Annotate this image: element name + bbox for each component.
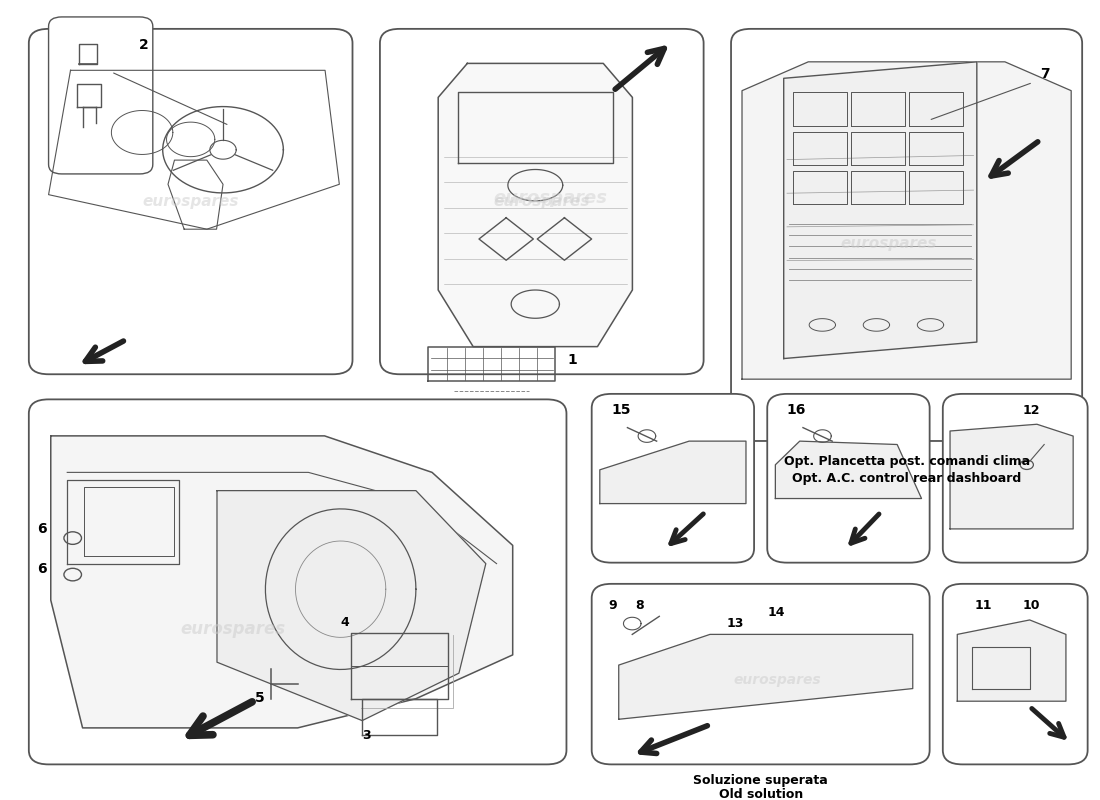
Text: eurospares: eurospares (840, 236, 937, 250)
FancyBboxPatch shape (767, 394, 930, 562)
Text: 5: 5 (254, 691, 264, 706)
Polygon shape (51, 436, 513, 728)
FancyBboxPatch shape (732, 29, 1082, 441)
Polygon shape (950, 424, 1074, 529)
Text: 7: 7 (1040, 67, 1049, 82)
Text: 8: 8 (636, 599, 645, 612)
FancyBboxPatch shape (29, 399, 566, 764)
Text: 12: 12 (1023, 404, 1040, 417)
Text: Old solution: Old solution (718, 788, 803, 800)
Text: 10: 10 (1023, 599, 1040, 612)
Polygon shape (957, 620, 1066, 702)
Text: eurospares: eurospares (494, 194, 590, 209)
Text: 13: 13 (727, 617, 745, 630)
Text: 9: 9 (608, 599, 617, 612)
Polygon shape (776, 441, 922, 498)
Text: eurospares: eurospares (180, 620, 286, 638)
Text: 3: 3 (362, 729, 371, 742)
Text: Opt. A.C. control rear dashboard: Opt. A.C. control rear dashboard (792, 472, 1021, 485)
Polygon shape (438, 63, 632, 346)
Polygon shape (783, 62, 977, 358)
Text: eurospares: eurospares (142, 194, 239, 209)
FancyBboxPatch shape (943, 394, 1088, 562)
FancyBboxPatch shape (29, 29, 352, 374)
Polygon shape (600, 441, 746, 503)
Polygon shape (742, 62, 1071, 379)
Text: eurospares: eurospares (493, 189, 607, 206)
Text: Opt. Plancetta post. comandi clima: Opt. Plancetta post. comandi clima (783, 454, 1030, 467)
FancyBboxPatch shape (592, 584, 930, 764)
FancyBboxPatch shape (48, 17, 153, 174)
FancyBboxPatch shape (379, 29, 704, 374)
Text: Soluzione superata: Soluzione superata (693, 774, 828, 787)
Text: 14: 14 (768, 606, 785, 619)
Text: 6: 6 (37, 562, 47, 576)
Text: 1: 1 (568, 353, 578, 367)
Text: 15: 15 (612, 403, 630, 417)
Text: 11: 11 (975, 599, 992, 612)
FancyBboxPatch shape (943, 584, 1088, 764)
Text: eurospares: eurospares (734, 673, 822, 686)
Polygon shape (217, 490, 486, 721)
Text: 16: 16 (786, 403, 806, 417)
Text: 2: 2 (140, 38, 148, 52)
Polygon shape (618, 634, 913, 719)
Text: 6: 6 (37, 522, 47, 536)
FancyBboxPatch shape (592, 394, 755, 562)
Text: 4: 4 (341, 616, 350, 629)
